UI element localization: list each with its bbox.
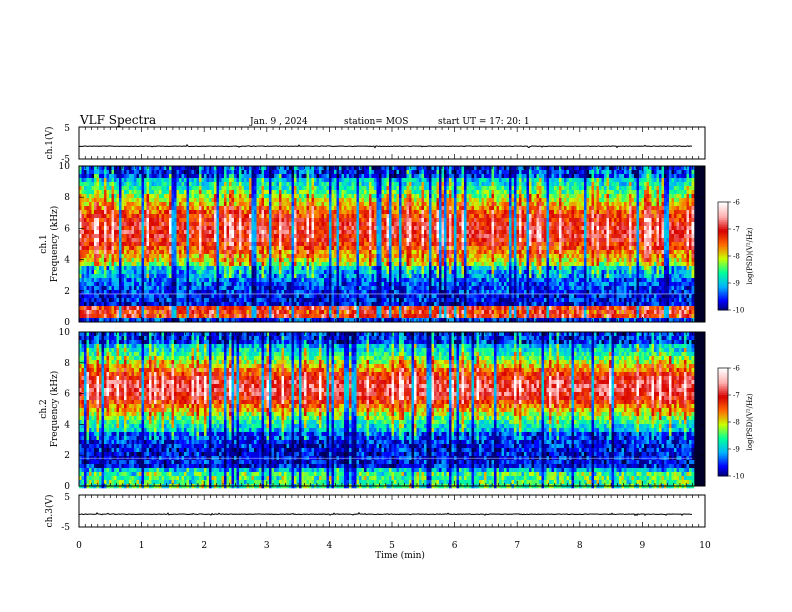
- cb2-label: log(PSD)(V²/Hz): [746, 393, 754, 450]
- time-tick-0: 0: [76, 541, 82, 551]
- ch3-ytick-top: 5: [64, 493, 70, 503]
- ch1-ytick-top: 5: [64, 124, 70, 134]
- ch2-freq-tick-2: 2: [64, 451, 70, 461]
- time-tick-9: 9: [640, 541, 646, 551]
- time-axis-label: Time (min): [375, 550, 425, 561]
- time-tick-6: 6: [452, 541, 458, 551]
- ch3-ytick-bottom: -5: [61, 523, 70, 533]
- ch3-voltage-panel: 5 -5 ch.3(V): [44, 493, 706, 533]
- cb1-tick--10: -10: [733, 307, 744, 315]
- time-tick-2: 2: [201, 541, 207, 551]
- ch1-frequency-axis-label: Frequency (kHz): [49, 206, 60, 283]
- ch1-colorbar: -6 -7 -8 -9 -10 log(PSD)(V²/Hz): [717, 199, 754, 315]
- time-tick-8: 8: [577, 541, 583, 551]
- cb1-tick--6: -6: [733, 199, 740, 207]
- ch1-voltage-axis-label: ch.1(V): [44, 127, 55, 160]
- ch1-spectrogram-panel: 0 2 4 6 8 10 ch.1 Frequency (kHz) -6 -7 -8 -9 -10…: [39, 162, 754, 328]
- time-tick-7: 7: [514, 541, 520, 551]
- ch2-frequency-tick-labels: 0 2 4 6 8 10: [59, 328, 71, 492]
- ch2-freq-tick-4: 4: [64, 420, 70, 430]
- ch2-channel-label: ch.2: [39, 399, 49, 418]
- ch2-colorbar: -6 -7 -8 -9 -10 log(PSD)(V²/Hz): [717, 365, 754, 481]
- ch1-frequency-tick-labels: 0 2 4 6 8 10: [59, 162, 71, 328]
- time-tick-4: 4: [327, 541, 333, 551]
- cb1-label: log(PSD)(V²/Hz): [746, 227, 754, 284]
- ch2-spectrogram-panel: 0 2 4 6 8 10 ch.2 Frequency (kHz) -6 -7 -8 -9 -10…: [39, 328, 754, 492]
- cb2-tick--10: -10: [733, 473, 744, 481]
- ch3-voltage-trace: [78, 511, 693, 517]
- time-tick-5: 5: [389, 541, 395, 551]
- ch2-freq-tick-8: 8: [64, 359, 70, 369]
- time-tick-10: 10: [699, 541, 711, 551]
- cb1-tick--8: -8: [733, 253, 740, 261]
- cb2-tick--9: -9: [733, 446, 740, 454]
- ch1-ytick-bottom: -5: [61, 155, 70, 165]
- ch1-freq-tick-2: 2: [64, 287, 70, 297]
- ch1-freq-tick-0: 0: [64, 318, 70, 328]
- time-tick-3: 3: [264, 541, 270, 551]
- date-label: Jan. 9 , 2024: [249, 117, 308, 127]
- start-time-label: start UT = 17: 20: 1: [438, 117, 530, 127]
- cb2-tick--6: -6: [733, 365, 740, 373]
- ch1-voltage-frame: [78, 126, 706, 160]
- ch2-spectrogram-image: [79, 332, 695, 489]
- cb1-tick--9: -9: [733, 280, 740, 288]
- ch1-voltage-panel: 5 -5 ch.1(V): [44, 124, 706, 165]
- ch1-freq-tick-10: 10: [59, 162, 71, 172]
- station-label: station= MOS: [344, 117, 408, 127]
- ch3-voltage-frame: [78, 494, 706, 528]
- ch1-voltage-trace: [78, 143, 693, 149]
- ch2-freq-tick-0: 0: [64, 482, 70, 492]
- cb2-tick--8: -8: [733, 419, 740, 427]
- ch2-frequency-axis-label: Frequency (kHz): [49, 371, 60, 448]
- cb2-tick--7: -7: [733, 392, 740, 400]
- ch1-freq-tick-4: 4: [64, 256, 70, 266]
- ch1-channel-label: ch.1: [39, 234, 49, 253]
- cb1-tick--7: -7: [733, 226, 740, 234]
- ch1-freq-tick-6: 6: [64, 224, 70, 234]
- time-tick-1: 1: [139, 541, 145, 551]
- figure-title: VLF Spectra: [79, 113, 156, 127]
- ch1-freq-tick-8: 8: [64, 193, 70, 203]
- ch2-freq-tick-6: 6: [64, 390, 70, 400]
- ch2-freq-tick-10: 10: [59, 328, 71, 338]
- time-axis-tick-labels: 0 1 2 3 4 5 6 7 8 9 10: [76, 541, 711, 551]
- ch3-voltage-axis-label: ch.3(V): [44, 495, 55, 528]
- ch1-spectrogram-image: [79, 166, 695, 323]
